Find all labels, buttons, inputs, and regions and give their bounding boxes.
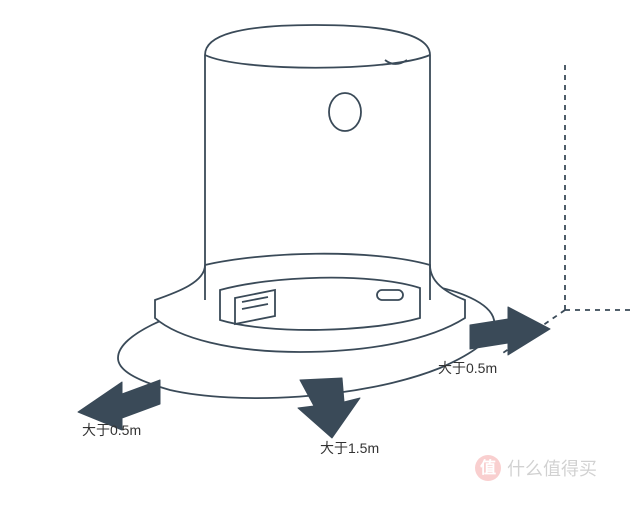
clearance-label-right: 大于0.5m [438, 358, 497, 378]
watermark-text: 什么值得买 [507, 455, 597, 481]
dock-body [155, 25, 465, 352]
clearance-arrow-right [470, 307, 550, 355]
watermark: 值 什么值得买 [475, 455, 597, 481]
clearance-label-front: 大于1.5m [320, 438, 379, 458]
clearance-arrow-front [298, 378, 360, 438]
clearance-label-left: 大于0.5m [82, 420, 141, 440]
watermark-logo: 值 [475, 455, 501, 481]
placement-diagram: 大于0.5m 大于0.5m 大于1.5m 值 什么值得买 [0, 0, 640, 505]
